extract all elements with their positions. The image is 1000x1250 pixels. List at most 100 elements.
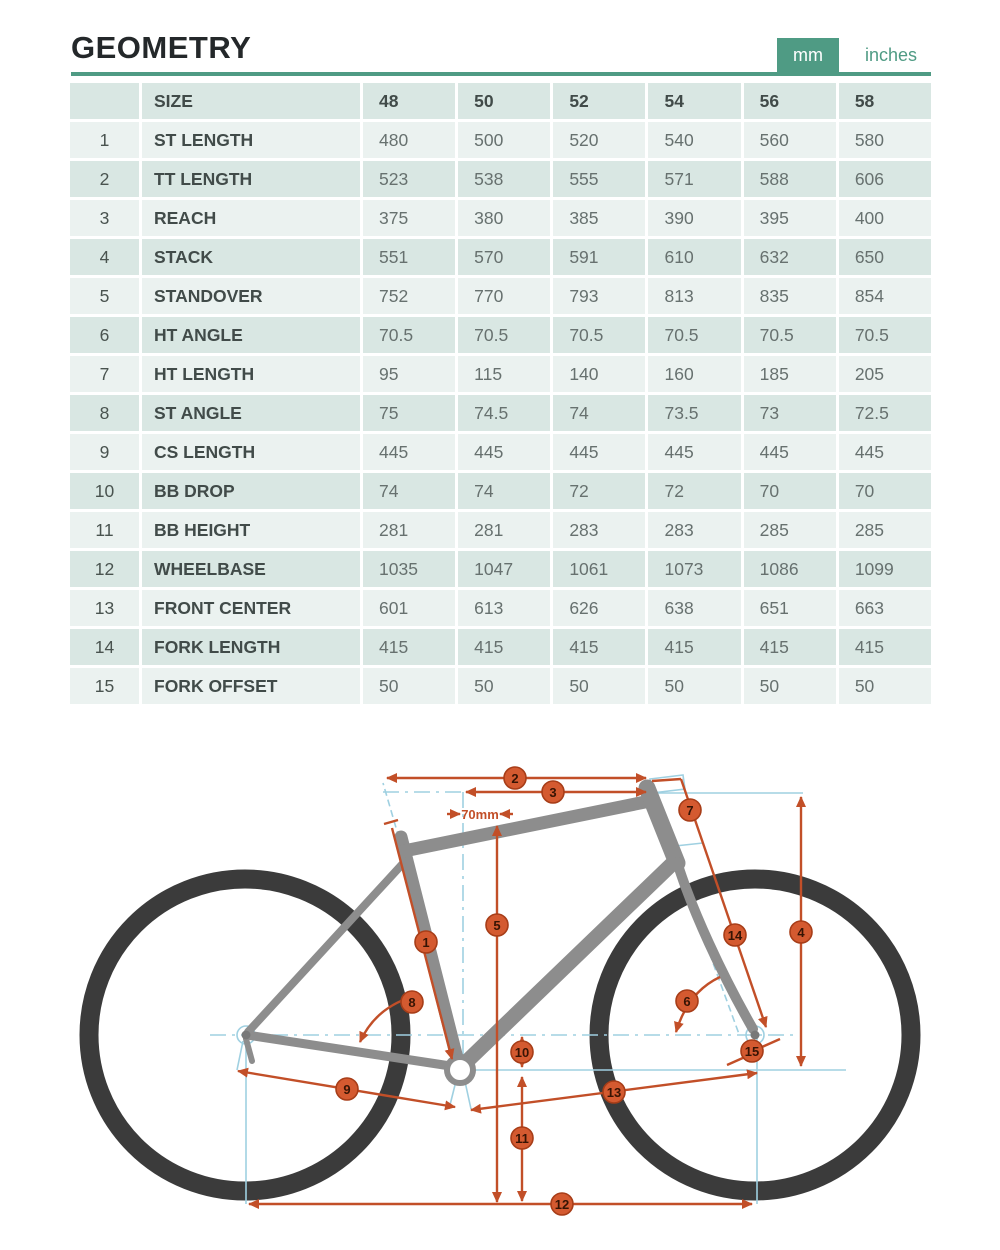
row-value: 390 bbox=[648, 200, 741, 236]
row-value: 835 bbox=[743, 278, 836, 314]
svg-text:10: 10 bbox=[515, 1045, 529, 1060]
front-axle bbox=[750, 1030, 760, 1040]
dim-marker-11: 11 bbox=[510, 1126, 534, 1150]
row-number: 13 bbox=[70, 590, 139, 626]
size-column-header: 58 bbox=[838, 83, 931, 119]
row-value: 571 bbox=[648, 161, 741, 197]
ht-bottom-tick bbox=[674, 842, 704, 847]
row-number: 5 bbox=[70, 278, 139, 314]
row-value: 50 bbox=[458, 668, 551, 704]
dim-marker-12: 12 bbox=[550, 1192, 574, 1216]
row-value: 626 bbox=[553, 590, 646, 626]
row-number: 14 bbox=[70, 629, 139, 665]
svg-text:8: 8 bbox=[408, 995, 415, 1010]
chain-stay bbox=[242, 1030, 462, 1072]
svg-text:4: 4 bbox=[797, 925, 805, 940]
unit-toggle-mm[interactable]: mm bbox=[777, 38, 839, 72]
row-value: 445 bbox=[363, 434, 456, 470]
row-value: 72.5 bbox=[838, 395, 931, 431]
row-label: WHEELBASE bbox=[142, 551, 360, 587]
row-value: 72 bbox=[648, 473, 741, 509]
row-label: BB DROP bbox=[142, 473, 360, 509]
size-column-header: 48 bbox=[363, 83, 456, 119]
svg-text:1: 1 bbox=[422, 935, 429, 950]
row-value: 70.5 bbox=[363, 317, 456, 353]
row-value: 70 bbox=[838, 473, 931, 509]
row-number: 3 bbox=[70, 200, 139, 236]
row-value: 70.5 bbox=[743, 317, 836, 353]
row-value: 560 bbox=[743, 122, 836, 158]
row-value: 283 bbox=[648, 512, 741, 548]
row-value: 793 bbox=[553, 278, 646, 314]
row-value: 385 bbox=[553, 200, 646, 236]
row-value: 1073 bbox=[648, 551, 741, 587]
row-value: 523 bbox=[363, 161, 456, 197]
row-value: 73 bbox=[743, 395, 836, 431]
row-value: 70.5 bbox=[458, 317, 551, 353]
row-value: 1061 bbox=[553, 551, 646, 587]
row-value: 395 bbox=[743, 200, 836, 236]
row-value: 520 bbox=[553, 122, 646, 158]
row-value: 651 bbox=[743, 590, 836, 626]
dim-marker-4: 4 bbox=[789, 920, 813, 944]
rear-axle bbox=[241, 1030, 251, 1040]
row-value: 415 bbox=[743, 629, 836, 665]
row-number: 1 bbox=[70, 122, 139, 158]
row-value: 74 bbox=[363, 473, 456, 509]
row-value: 480 bbox=[363, 122, 456, 158]
row-value: 415 bbox=[363, 629, 456, 665]
row-value: 1035 bbox=[363, 551, 456, 587]
unit-toggle-inches[interactable]: inches bbox=[864, 44, 918, 65]
derailleur-hanger bbox=[243, 1036, 255, 1064]
row-number: 2 bbox=[70, 161, 139, 197]
row-value: 160 bbox=[648, 356, 741, 392]
row-value: 285 bbox=[743, 512, 836, 548]
row-number: 15 bbox=[70, 668, 139, 704]
page-title: GEOMETRY bbox=[71, 30, 252, 65]
row-label: STACK bbox=[142, 239, 360, 275]
dim-marker-6: 6 bbox=[675, 989, 699, 1013]
row-value: 50 bbox=[743, 668, 836, 704]
row-value: 73.5 bbox=[648, 395, 741, 431]
row-label: ST ANGLE bbox=[142, 395, 360, 431]
dim-marker-2: 2 bbox=[503, 766, 527, 790]
dim-marker-5: 5 bbox=[485, 913, 509, 937]
row-label: HT LENGTH bbox=[142, 356, 360, 392]
title-underline bbox=[71, 72, 931, 76]
row-value: 580 bbox=[838, 122, 931, 158]
row-label: TT LENGTH bbox=[142, 161, 360, 197]
row-label: FORK LENGTH bbox=[142, 629, 360, 665]
row-value: 375 bbox=[363, 200, 456, 236]
svg-text:6: 6 bbox=[683, 994, 690, 1009]
seat-stay bbox=[244, 854, 412, 1036]
row-value: 285 bbox=[838, 512, 931, 548]
dim-marker-15: 15 bbox=[740, 1039, 764, 1063]
row-value: 95 bbox=[363, 356, 456, 392]
row-value: 50 bbox=[553, 668, 646, 704]
row-number: 11 bbox=[70, 512, 139, 548]
row-value: 70.5 bbox=[648, 317, 741, 353]
row-number: 7 bbox=[70, 356, 139, 392]
row-value: 591 bbox=[553, 239, 646, 275]
row-label: BB HEIGHT bbox=[142, 512, 360, 548]
row-value: 854 bbox=[838, 278, 931, 314]
down-tube bbox=[452, 856, 680, 1076]
row-value: 283 bbox=[553, 512, 646, 548]
front-wheel bbox=[589, 869, 921, 1201]
geometry-table: SIZE 48 50 52 54 56 58 1 ST LENGTH 480 500 520 540 56… bbox=[70, 83, 931, 704]
row-value: 415 bbox=[838, 629, 931, 665]
row-value: 70 bbox=[743, 473, 836, 509]
row-value: 70.5 bbox=[553, 317, 646, 353]
row-value: 601 bbox=[363, 590, 456, 626]
svg-text:12: 12 bbox=[555, 1197, 569, 1212]
row-value: 638 bbox=[648, 590, 741, 626]
row-label: ST LENGTH bbox=[142, 122, 360, 158]
row-number: 10 bbox=[70, 473, 139, 509]
row-value: 140 bbox=[553, 356, 646, 392]
seat-axis-extension bbox=[382, 782, 400, 839]
dim-marker-1: 1 bbox=[414, 930, 438, 954]
row-value: 281 bbox=[458, 512, 551, 548]
row-value: 588 bbox=[743, 161, 836, 197]
row-number: 4 bbox=[70, 239, 139, 275]
dim-marker-3: 3 bbox=[541, 780, 565, 804]
